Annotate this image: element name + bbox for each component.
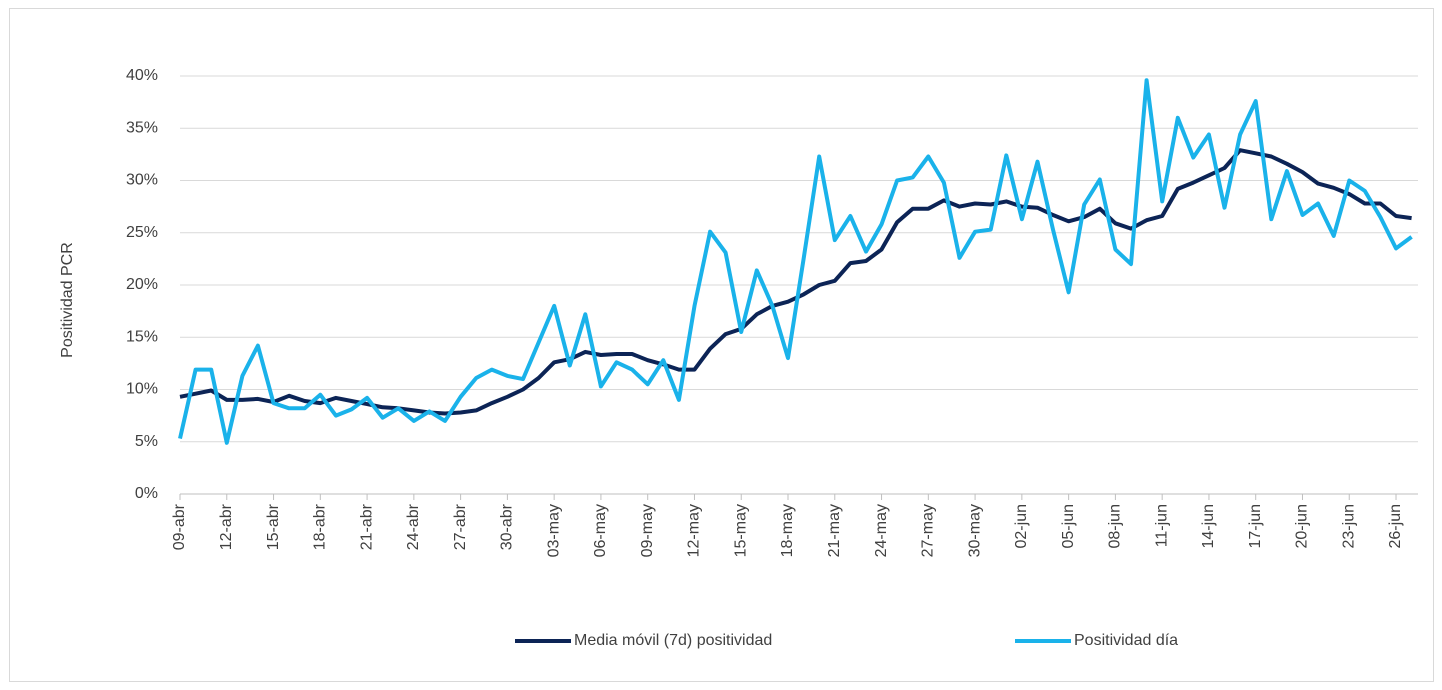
x-tick-label: 18-abr	[312, 503, 329, 550]
x-tick-label: 09-abr	[171, 503, 188, 550]
x-tick-label: 21-abr	[358, 503, 375, 550]
x-tick-label: 20-jun	[1294, 504, 1311, 548]
x-tick-label: 12-may	[686, 504, 703, 557]
y-tick-label: 25%	[126, 224, 158, 241]
y-tick-label: 40%	[126, 67, 158, 84]
y-tick-label: 10%	[126, 381, 158, 398]
x-tick-label: 27-may	[920, 504, 937, 557]
x-tick-label: 21-may	[826, 504, 843, 557]
x-tick-label: 08-jun	[1107, 504, 1124, 548]
legend-label: Positividad día	[1074, 632, 1178, 649]
x-tick-label: 09-may	[639, 504, 656, 557]
y-tick-label: 0%	[135, 485, 158, 502]
x-tick-label: 17-jun	[1247, 504, 1264, 548]
y-tick-label: 5%	[135, 433, 158, 450]
x-tick-label: 30-abr	[499, 503, 516, 550]
x-tick-label: 05-jun	[1060, 504, 1077, 548]
x-tick-label: 24-may	[873, 504, 890, 557]
x-tick-label: 26-jun	[1387, 504, 1404, 548]
legend-label: Media móvil (7d) positividad	[574, 632, 772, 649]
x-tick-label: 03-may	[545, 504, 562, 557]
series-line	[178, 78, 1413, 445]
x-tick-label: 27-abr	[452, 503, 469, 550]
y-tick-label: 35%	[126, 119, 158, 136]
x-tick-label: 11-jun	[1153, 504, 1170, 547]
x-tick-label: 06-may	[592, 504, 609, 557]
x-tick-label: 24-abr	[405, 503, 422, 550]
x-tick-label: 23-jun	[1340, 504, 1357, 548]
y-tick-label: 20%	[126, 276, 158, 293]
x-tick-label: 14-jun	[1200, 504, 1217, 548]
y-tick-label: 15%	[126, 328, 158, 345]
x-tick-label: 30-may	[966, 504, 983, 557]
x-tick-label: 02-jun	[1013, 504, 1030, 548]
x-tick-label: 12-abr	[218, 503, 235, 550]
y-axis-label: Positividad PCR	[59, 242, 76, 358]
chart-frame	[9, 8, 1434, 682]
x-tick-label: 15-abr	[265, 503, 282, 550]
x-tick-label: 15-may	[732, 504, 749, 557]
x-tick-label: 18-may	[779, 504, 796, 557]
y-tick-label: 30%	[126, 172, 158, 189]
